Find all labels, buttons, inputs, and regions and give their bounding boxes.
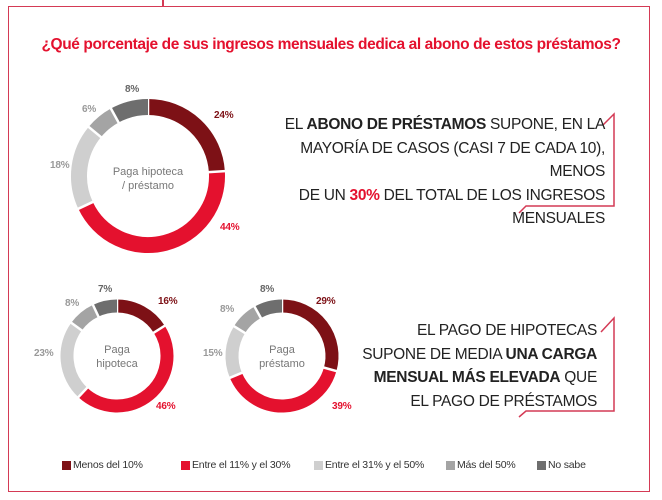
segment-separator bbox=[223, 369, 249, 382]
segment-separator bbox=[70, 197, 101, 214]
data-label: 46% bbox=[156, 401, 176, 412]
donut-segment-0 bbox=[116, 299, 165, 333]
donut-center-label: Paga hipoteca bbox=[77, 343, 157, 371]
text: SUPONE DE MEDIA bbox=[362, 345, 506, 363]
data-label: 23% bbox=[34, 348, 54, 359]
callout-line: MENSUAL MÁS ELEVADA QUE bbox=[297, 366, 598, 390]
segment-separator bbox=[200, 169, 233, 174]
donut-paga-hipoteca bbox=[60, 293, 174, 413]
data-label: 8% bbox=[65, 298, 80, 309]
callout-line: MENSUALES bbox=[512, 210, 605, 227]
text: DE UN bbox=[298, 186, 350, 204]
text: DEL TOTAL DE LOS INGRESOS bbox=[379, 186, 606, 204]
center-label-line: Paga hipoteca bbox=[112, 166, 184, 178]
callout-line: EL ABONO DE PRÉSTAMOS SUPONE, EN LA bbox=[245, 113, 606, 137]
legend-label: No sabe bbox=[548, 459, 586, 471]
text: SUPONE, EN LA bbox=[486, 116, 605, 133]
segment-separator bbox=[89, 298, 103, 324]
segment-separator bbox=[81, 120, 108, 144]
donut-center-label: Paga préstamo bbox=[242, 343, 322, 371]
segment-separator bbox=[65, 317, 88, 336]
legend-item: Entre el 31% y el 50% bbox=[314, 459, 424, 471]
text-bold: ABONO DE PRÉSTAMOS bbox=[306, 116, 487, 133]
donut-segment-2 bbox=[225, 326, 246, 378]
data-label: 8% bbox=[260, 284, 275, 295]
segment-separator bbox=[147, 321, 171, 338]
callout-line: SUPONE DE MEDIA UNA CARGA bbox=[297, 343, 597, 367]
text: EL bbox=[284, 116, 307, 133]
legend-label: Entre el 11% y el 30% bbox=[192, 459, 291, 471]
frame-connector-line bbox=[162, 0, 164, 7]
legend-label: Menos del 10% bbox=[73, 459, 143, 471]
data-label: 39% bbox=[332, 401, 352, 412]
donut-paga-hipoteca-prestamo bbox=[70, 91, 233, 253]
legend-swatch bbox=[314, 460, 323, 470]
legend-item: Más del 50% bbox=[446, 459, 516, 471]
legend-swatch bbox=[181, 460, 190, 470]
callout-line: EL PAGO DE HIPOTECAS bbox=[416, 322, 597, 339]
center-label-line: hipoteca bbox=[96, 358, 138, 370]
donut-paga-prestamo bbox=[223, 293, 344, 413]
callout-line: EL PAGO DE PRÉSTAMOS bbox=[410, 392, 597, 410]
legend: Menos del 10% Entre el 11% y el 30% Entr… bbox=[0, 459, 662, 473]
data-label: 29% bbox=[316, 296, 336, 307]
legend-item: No sabe bbox=[537, 459, 586, 471]
infographic-frame bbox=[8, 6, 650, 492]
donut-segment-1 bbox=[229, 367, 337, 413]
data-label: 6% bbox=[82, 104, 97, 115]
text-bold: UNA CARGA bbox=[505, 345, 598, 363]
donut-segment-3 bbox=[71, 304, 99, 331]
data-label: 8% bbox=[125, 84, 140, 95]
callout-line: MAYORÍA DE CASOS (CASI 7 DE CADA 10), ME… bbox=[300, 139, 605, 181]
callout-line: DE UN 30% DEL TOTAL DE LOS INGRESOS bbox=[245, 184, 606, 208]
data-label: 18% bbox=[50, 160, 70, 171]
center-label-line: préstamo bbox=[259, 358, 305, 370]
text-highlight: 30% bbox=[349, 186, 380, 204]
text-bold: MENSUAL MÁS ELEVADA bbox=[373, 369, 561, 386]
donut-segment-1 bbox=[78, 325, 174, 413]
legend-item: Menos del 10% bbox=[62, 459, 143, 471]
donut-segment-3 bbox=[88, 108, 119, 138]
data-label: 7% bbox=[98, 284, 113, 295]
center-label-line: / préstamo bbox=[122, 180, 174, 192]
text: QUE bbox=[560, 369, 597, 386]
data-label: 8% bbox=[220, 304, 235, 315]
segment-separator bbox=[72, 382, 93, 403]
legend-label: Más del 50% bbox=[457, 459, 516, 471]
segment-separator bbox=[317, 364, 344, 374]
donut-segment-0 bbox=[281, 299, 339, 372]
callout-2-bracket bbox=[518, 316, 615, 418]
donut-segment-0 bbox=[147, 99, 225, 173]
callout-1-bracket bbox=[518, 112, 615, 214]
donut-segment-4 bbox=[254, 299, 283, 319]
legend-swatch bbox=[537, 460, 546, 470]
data-label: 15% bbox=[203, 348, 223, 359]
segment-separator bbox=[250, 300, 266, 325]
segment-separator bbox=[105, 100, 124, 131]
donut-segment-2 bbox=[60, 322, 88, 398]
donut-segment-4 bbox=[110, 99, 149, 123]
donut-center-label: Paga hipoteca / préstamo bbox=[98, 165, 198, 193]
donut-segment-3 bbox=[233, 306, 262, 334]
donut-segment-2 bbox=[71, 126, 102, 209]
legend-item: Entre el 11% y el 30% bbox=[181, 459, 291, 471]
data-label: 44% bbox=[220, 222, 240, 233]
data-label: 24% bbox=[214, 110, 234, 121]
segment-separator bbox=[227, 321, 252, 338]
chart-title: ¿Qué porcentaje de sus ingresos mensuale… bbox=[41, 36, 621, 53]
data-label: 16% bbox=[158, 296, 178, 307]
donut-segment-1 bbox=[78, 171, 225, 253]
legend-label: Entre el 31% y el 50% bbox=[325, 459, 425, 471]
donut-segment-4 bbox=[92, 299, 118, 317]
legend-swatch bbox=[62, 460, 71, 470]
legend-swatch bbox=[446, 460, 455, 470]
center-label-line: Paga bbox=[269, 344, 295, 356]
center-label-line: Paga bbox=[104, 344, 130, 356]
callout-abono-prestamos: EL ABONO DE PRÉSTAMOS SUPONE, EN LA MAYO… bbox=[245, 113, 606, 231]
callout-pago-hipotecas: EL PAGO DE HIPOTECAS SUPONE DE MEDIA UNA… bbox=[297, 319, 597, 413]
